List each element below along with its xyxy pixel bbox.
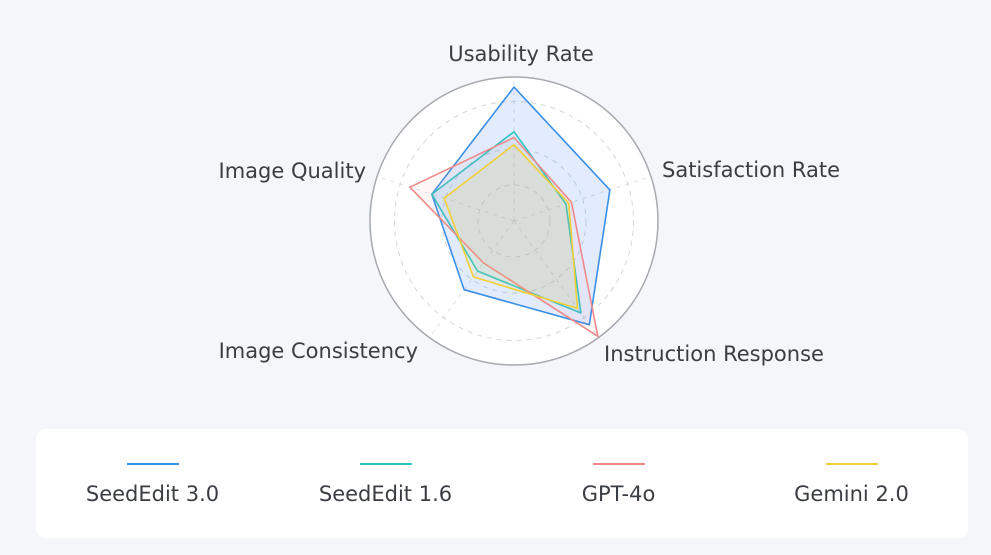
series-polygon-gemini-2-0 [443, 143, 579, 310]
axis-label-image-consistency: Image Consistency [219, 339, 418, 363]
radar-spoke-5 [376, 176, 515, 222]
radar-series [409, 86, 611, 338]
legend-swatch [825, 463, 878, 465]
legend-label: Gemini 2.0 [794, 482, 909, 506]
radar-grid-ring-2 [441, 148, 587, 294]
radar-grid-ring-1 [477, 184, 551, 258]
series-polygon-seededit-3-0 [430, 86, 611, 326]
legend-item-seededit-3[interactable]: SeedEdit 3.0 [36, 429, 269, 538]
axis-labels: Usability Rate Satisfaction Rate Instruc… [219, 42, 841, 366]
legend-item-seededit-1-6[interactable]: SeedEdit 1.6 [269, 429, 502, 538]
legend-label: SeedEdit 1.6 [318, 482, 453, 506]
radar-spoke-4 [428, 220, 515, 338]
radar-spoke-2 [513, 176, 652, 222]
legend-label: SeedEdit 3.0 [85, 482, 220, 506]
axis-label-satisfaction-rate: Satisfaction Rate [662, 158, 840, 182]
axis-label-usability-rate: Usability Rate [448, 42, 594, 66]
radar-grid [369, 76, 659, 366]
legend-swatch [126, 463, 179, 465]
series-polygon-gpt-4o [409, 136, 599, 338]
legend-label: GPT-4o [581, 482, 656, 506]
radar-chart: Usability Rate Satisfaction Rate Instruc… [219, 42, 841, 366]
radar-spoke-3 [513, 220, 600, 338]
axis-label-instruction-response: Instruction Response [604, 342, 824, 366]
axis-label-image-quality: Image Quality [219, 159, 366, 183]
legend-swatch [592, 463, 645, 465]
legend: SeedEdit 3.0 SeedEdit 1.6 GPT-4o Gemini … [36, 429, 968, 538]
legend-item-gemini-2[interactable]: Gemini 2.0 [735, 429, 968, 538]
legend-item-gpt-4o[interactable]: GPT-4o [502, 429, 735, 538]
legend-swatch [359, 463, 412, 465]
